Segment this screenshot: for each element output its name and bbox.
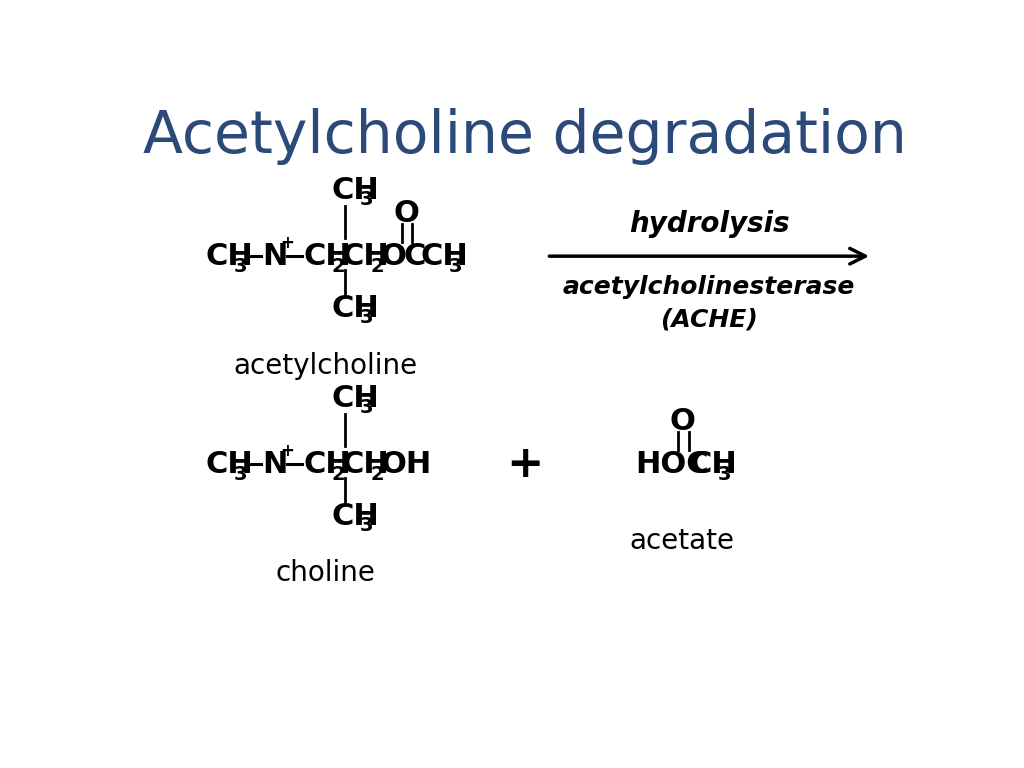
Text: acetylcholinesterase: acetylcholinesterase (563, 275, 855, 299)
Text: CH: CH (206, 449, 253, 478)
Text: C: C (403, 242, 426, 270)
Text: 2: 2 (371, 465, 384, 484)
Text: +: + (506, 442, 544, 485)
Text: CH: CH (689, 449, 737, 478)
Text: N: N (262, 449, 288, 478)
Text: 3: 3 (449, 257, 463, 276)
Text: CH: CH (331, 294, 379, 323)
Text: (ACHE): (ACHE) (660, 307, 758, 331)
Text: N: N (262, 242, 288, 270)
Text: O: O (381, 242, 407, 270)
Text: 3: 3 (359, 399, 373, 417)
Text: CH: CH (303, 242, 351, 270)
Text: CH: CH (206, 242, 253, 270)
Text: 3: 3 (359, 516, 373, 535)
Text: choline: choline (275, 559, 376, 588)
Text: 3: 3 (234, 465, 248, 484)
Text: 3: 3 (234, 257, 248, 276)
Text: O: O (670, 407, 696, 436)
Text: 3: 3 (359, 308, 373, 327)
Text: 3: 3 (718, 465, 731, 484)
Text: +: + (280, 442, 294, 460)
Text: 2: 2 (371, 257, 384, 276)
Text: Acetylcholine degradation: Acetylcholine degradation (143, 108, 906, 165)
Text: CH: CH (342, 242, 390, 270)
Text: acetate: acetate (630, 527, 734, 555)
Text: CH: CH (342, 449, 390, 478)
Text: CH: CH (331, 384, 379, 413)
Text: hydrolysis: hydrolysis (629, 210, 790, 238)
Text: CH: CH (303, 449, 351, 478)
Text: 2: 2 (332, 257, 345, 276)
Text: OH: OH (381, 449, 432, 478)
Text: 2: 2 (332, 465, 345, 484)
Text: 3: 3 (359, 190, 373, 210)
Text: CH: CH (420, 242, 468, 270)
Text: +: + (280, 234, 294, 252)
Text: acetylcholine: acetylcholine (233, 352, 418, 379)
Text: O: O (393, 200, 419, 228)
Text: CH: CH (331, 502, 379, 531)
Text: CH: CH (331, 176, 379, 205)
Text: HOC: HOC (636, 449, 710, 478)
